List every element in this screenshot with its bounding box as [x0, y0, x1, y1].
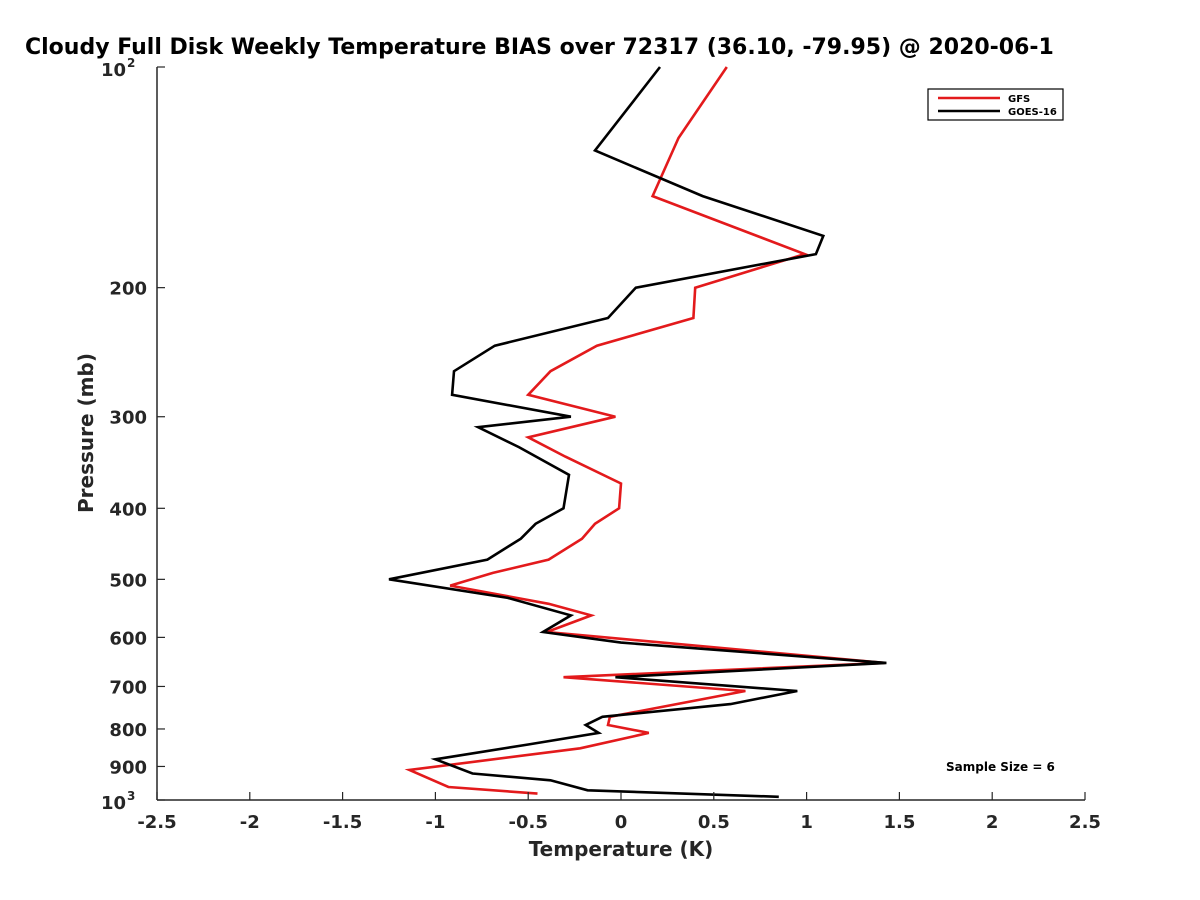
- x-tick-label: -2: [240, 812, 260, 833]
- x-tick-label: 0.5: [698, 812, 730, 833]
- legend-label-goes-16: GOES-16: [1008, 107, 1057, 118]
- x-tick-label: -0.5: [509, 812, 548, 833]
- plot-area: [157, 67, 1085, 800]
- y-tick-label: 700: [109, 677, 147, 698]
- x-tick-label: 1.5: [883, 812, 915, 833]
- series-layer: [388, 66, 887, 799]
- y-axis-label: Pressure (mb): [74, 353, 98, 513]
- sample-size-annotation: Sample Size = 6: [946, 760, 1055, 774]
- y-tick-label: 600: [109, 628, 147, 649]
- y-tick-label-power: 10 2: [101, 56, 135, 81]
- x-tick-label: 2: [986, 812, 999, 833]
- x-tick-label: 2.5: [1069, 812, 1101, 833]
- y-tick-exponent: 3: [127, 789, 135, 803]
- y-tick-base: 10: [101, 793, 126, 814]
- legend-box: [927, 88, 1064, 121]
- y-tick-label: 900: [109, 757, 147, 778]
- chart-title: Cloudy Full Disk Weekly Temperature BIAS…: [25, 35, 1054, 60]
- y-tick-label: 800: [109, 720, 147, 741]
- y-tick-label: 300: [109, 408, 147, 429]
- x-tick-label: -2.5: [137, 812, 176, 833]
- x-tick-label: 0: [615, 812, 628, 833]
- x-tick-label: 1: [800, 812, 813, 833]
- series-line-gfs: [404, 66, 885, 795]
- y-tick-exponent: 2: [127, 56, 135, 70]
- y-tick-base: 10: [101, 60, 126, 81]
- x-tick-label: -1: [425, 812, 445, 833]
- x-axis-label: Temperature (K): [529, 837, 714, 861]
- y-tick-label-power: 10 3: [101, 789, 135, 814]
- x-tick-label: -1.5: [323, 812, 362, 833]
- legend-label-gfs: GFS: [1008, 94, 1030, 105]
- legend: GFS GOES-16: [927, 88, 1064, 121]
- y-tick-label: 500: [109, 570, 147, 591]
- y-tick-label: 200: [109, 279, 147, 300]
- series-line-goes-16: [388, 66, 887, 799]
- axes: -2.5 -2 -1.5 -1 -0.5 0 0.5 1 1.5 2 2.510 2200300400…: [101, 56, 1101, 833]
- y-tick-label: 400: [109, 499, 147, 520]
